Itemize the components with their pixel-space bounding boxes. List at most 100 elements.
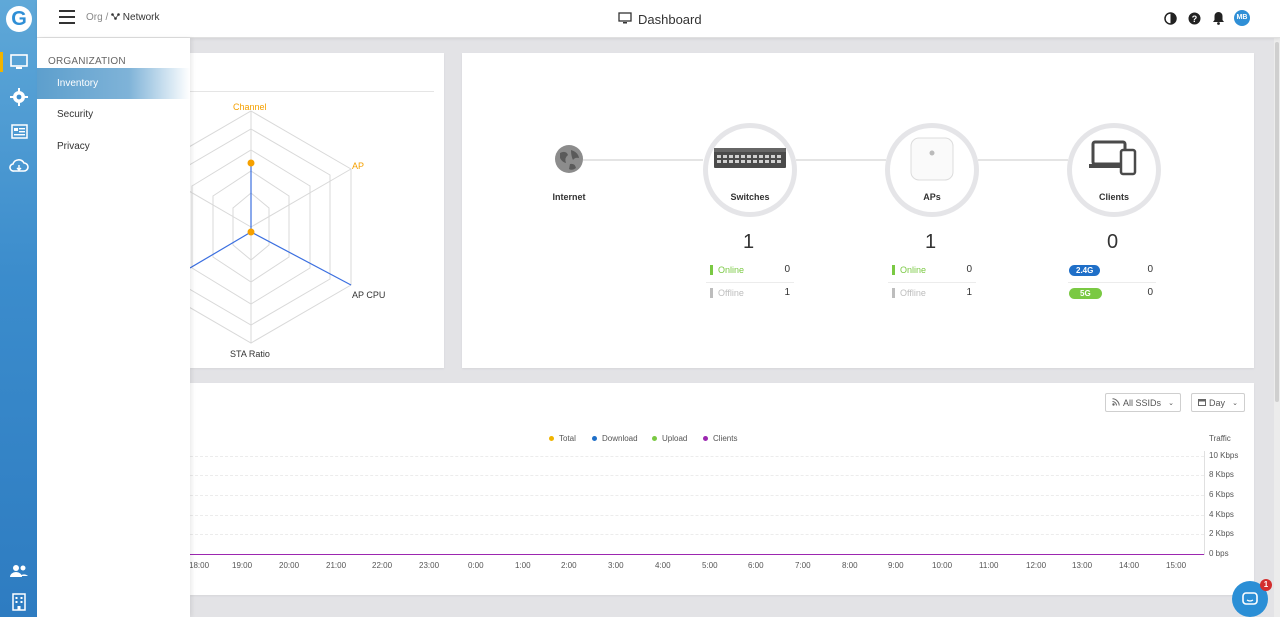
radar-label-ap-cpu: AP CPU [352, 290, 386, 300]
clients-series-line [190, 554, 1204, 555]
help-icon[interactable]: ? [1186, 10, 1202, 26]
aps-count: 1 [925, 231, 937, 253]
radar-point [247, 228, 255, 236]
cloud-icon[interactable] [8, 155, 30, 177]
chevron-down-icon: ⌄ [1232, 399, 1238, 407]
x-tick: 9:00 [888, 561, 904, 570]
x-tick: 15:00 [1166, 561, 1187, 570]
avatar[interactable]: MB [1234, 10, 1250, 26]
menu-item-inventory[interactable]: Inventory [37, 68, 190, 99]
rss-icon [1112, 397, 1120, 408]
switches-count: 1 [743, 231, 755, 253]
offline-label: Offline [718, 288, 744, 298]
legend-upload[interactable]: Upload [652, 434, 687, 443]
y-axis-title: Traffic [1209, 434, 1231, 443]
svg-text:?: ? [1191, 14, 1197, 24]
contrast-icon[interactable] [1162, 10, 1178, 26]
x-tick: 21:00 [326, 561, 347, 570]
connector-line [583, 159, 703, 161]
monitor-icon [618, 12, 632, 27]
aps-node[interactable] [885, 123, 979, 217]
grid-line [190, 475, 1204, 476]
switches-label: Switches [730, 192, 770, 202]
breadcrumb-network[interactable]: Network [122, 12, 160, 23]
legend-clients[interactable]: Clients [703, 434, 737, 443]
radar-series-line [190, 231, 252, 269]
x-tick: 13:00 [1072, 561, 1093, 570]
legend-dot [703, 436, 708, 441]
aps-offline-count: 1 [966, 287, 972, 298]
x-tick: 19:00 [232, 561, 253, 570]
x-tick: 4:00 [655, 561, 671, 570]
breadcrumb-org[interactable]: Org / [86, 12, 109, 23]
scrollbar-thumb[interactable] [1275, 42, 1279, 402]
clients-24g-count: 0 [1147, 264, 1153, 275]
chat-icon [1242, 592, 1258, 605]
range-filter-label: Day [1209, 397, 1226, 408]
aps-online-row: Online 0 [892, 261, 972, 279]
legend-total[interactable]: Total [549, 434, 576, 443]
clients-24g-row: 2.4G 0 [1069, 261, 1153, 279]
network-icon [111, 12, 123, 23]
monitor-icon[interactable] [8, 51, 30, 73]
y-tick: 2 Kbps [1209, 529, 1234, 538]
ssid-filter-dropdown[interactable]: All SSIDs ⌄ [1105, 393, 1181, 412]
aps-label: APs [923, 192, 941, 202]
legend-download[interactable]: Download [592, 434, 638, 443]
building-icon[interactable] [8, 591, 30, 613]
page-title-text: Dashboard [638, 12, 702, 27]
hamburger-menu-icon[interactable] [59, 10, 75, 24]
range-filter-dropdown[interactable]: Day ⌄ [1191, 393, 1245, 412]
switches-offline-count: 1 [784, 287, 790, 298]
switches-online-row: Online 0 [710, 261, 790, 279]
y-tick: 10 Kbps [1209, 451, 1239, 460]
grid-line [190, 495, 1204, 496]
radar-chart [190, 110, 352, 344]
x-tick: 14:00 [1119, 561, 1140, 570]
bell-icon[interactable] [1210, 10, 1226, 26]
x-tick: 10:00 [932, 561, 953, 570]
x-tick: 12:00 [1026, 561, 1047, 570]
page-title: Dashboard [618, 12, 702, 27]
clients-node[interactable] [1067, 123, 1161, 217]
legend-dot [592, 436, 597, 441]
list-icon[interactable] [8, 120, 30, 142]
radar-label-sta-ratio: STA Ratio [230, 349, 270, 359]
globe-icon [554, 144, 584, 179]
switches-node[interactable] [703, 123, 797, 217]
gear-icon[interactable] [8, 86, 30, 108]
active-indicator [0, 52, 3, 72]
grid-line [190, 534, 1204, 535]
switch-icon [714, 148, 786, 168]
radar-series-line [250, 231, 352, 286]
menu-item-privacy[interactable]: Privacy [57, 141, 90, 152]
clients-5g-row: 5G 0 [1069, 284, 1153, 302]
switches-offline-row: Offline 1 [710, 284, 790, 302]
radar-card: Channel AP AP CPU STA Ratio [190, 53, 444, 368]
traffic-card: All SSIDs ⌄ Day ⌄ Total Download Upload … [189, 383, 1254, 595]
y-axis-line [1204, 451, 1205, 555]
x-tick: 2:00 [561, 561, 577, 570]
clients-label: Clients [1098, 192, 1129, 202]
radar-label-ap: AP [352, 161, 365, 171]
legend-label: Clients [713, 434, 738, 443]
legend-label: Download [602, 434, 638, 443]
app-logo[interactable]: G [6, 6, 32, 32]
menu-item-security[interactable]: Security [57, 109, 94, 120]
x-tick: 11:00 [979, 561, 999, 570]
x-tick: 6:00 [748, 561, 764, 570]
connector-line [978, 159, 1068, 161]
card-divider [190, 91, 434, 92]
organization-menu: ORGANIZATION Inventory Security Privacy [37, 38, 190, 617]
users-icon[interactable] [8, 560, 30, 582]
chevron-down-icon: ⌄ [1168, 399, 1174, 407]
internet-label: Internet [552, 192, 586, 202]
connector-line [796, 159, 886, 161]
band-5g-badge: 5G [1069, 287, 1102, 299]
clients-count: 0 [1107, 231, 1119, 253]
x-tick: 1:00 [515, 561, 531, 570]
radar-point [247, 159, 255, 167]
breadcrumb: Org / Network [86, 12, 159, 23]
chat-button[interactable]: 1 [1232, 579, 1272, 617]
x-tick: 7:00 [795, 561, 811, 570]
